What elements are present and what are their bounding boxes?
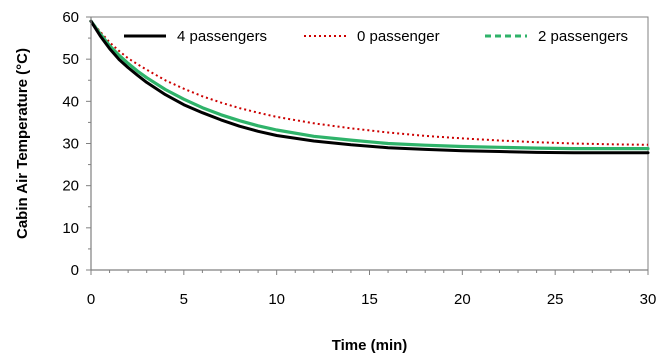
- y-tick-label: 0: [71, 262, 79, 279]
- x-tick-label: 20: [454, 291, 471, 308]
- x-tick-label: 0: [87, 291, 95, 308]
- plot-area: [90, 16, 649, 271]
- x-tick-label: 10: [268, 291, 285, 308]
- series-layer: [89, 19, 650, 155]
- plot-frame: [90, 16, 649, 271]
- y-tick-label: 60: [62, 9, 79, 26]
- legend-label: 0 passenger: [357, 28, 440, 45]
- axes: 0 10 20 30 40 50 60 0 5 10 15 20 25 30: [62, 9, 656, 308]
- series-line: [89, 19, 650, 155]
- x-tick-label: 25: [547, 291, 564, 308]
- y-tick-label: 30: [62, 136, 79, 153]
- y-tick-label: 20: [62, 178, 79, 195]
- x-tick-label: 15: [361, 291, 378, 308]
- series-line: [89, 19, 650, 151]
- y-tick-label: 50: [62, 51, 79, 68]
- x-tick-label: 30: [640, 291, 657, 308]
- y-tick-label: 10: [62, 220, 79, 237]
- y-tick-label: 40: [62, 93, 79, 110]
- y-axis-title: Cabin Air Temperature (°C): [14, 48, 31, 239]
- x-tick-label: 5: [180, 291, 188, 308]
- legend-label: 4 passengers: [177, 28, 267, 45]
- series-line: [90, 20, 649, 146]
- legend: 4 passengers 0 passenger 2 passengers: [124, 28, 628, 45]
- x-axis-title: Time (min): [332, 337, 408, 354]
- legend-label: 2 passengers: [538, 28, 628, 45]
